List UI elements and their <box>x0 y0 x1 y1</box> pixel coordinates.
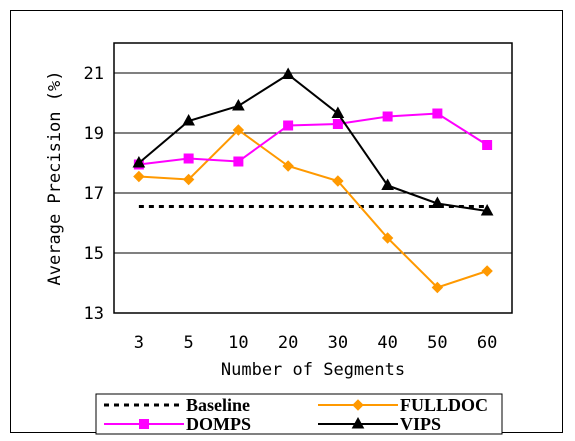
data-point-fulldoc <box>381 232 394 244</box>
legend-item-vips: VIPS <box>318 414 441 434</box>
data-point-domps <box>432 108 443 119</box>
x-axis-title: Number of Segments <box>221 360 405 380</box>
data-point-vips <box>381 178 394 190</box>
data-point-vips <box>281 67 295 79</box>
y-tick-label: 15 <box>84 244 104 264</box>
data-point-fulldoc <box>282 160 294 172</box>
plot-area <box>113 42 513 314</box>
data-point-vips <box>431 196 444 208</box>
x-tick-label: 60 <box>477 333 497 353</box>
x-tick-label: 3 <box>134 333 144 353</box>
y-tick-label: 21 <box>84 64 104 84</box>
data-point-fulldoc <box>133 170 145 183</box>
legend-marker <box>139 419 149 429</box>
data-point-fulldoc <box>232 124 245 136</box>
x-tick-label: 20 <box>278 333 298 353</box>
data-point-vips <box>132 155 146 168</box>
x-tick-label: 10 <box>228 333 248 353</box>
legend: Baseline FULLDOC DOMPS VIPS <box>95 393 503 435</box>
x-tick-label: 30 <box>328 333 348 353</box>
data-point-fulldoc <box>431 281 444 294</box>
data-point-fulldoc <box>332 175 344 187</box>
legend-marker <box>352 399 364 411</box>
grid-lines <box>114 72 512 254</box>
series-line-fulldoc <box>138 128 488 289</box>
data-point-vips <box>480 203 494 216</box>
legend-marker <box>351 416 365 429</box>
series-vips <box>132 67 494 216</box>
chart-frame <box>10 10 563 433</box>
data-point-domps <box>233 156 244 167</box>
y-tick-label: 19 <box>84 124 104 144</box>
series-line-domps <box>138 112 488 166</box>
data-point-vips <box>331 106 345 118</box>
legend-label: DOMPS <box>186 414 251 434</box>
legend-box <box>95 393 503 435</box>
series-line-vips <box>138 73 488 212</box>
legend-item-fulldoc: FULLDOC <box>318 395 488 415</box>
legend-item-baseline: Baseline <box>104 395 250 415</box>
y-tick-label: 17 <box>84 184 104 204</box>
series-fulldoc <box>133 124 493 294</box>
y-tick-labels: 13 15 17 19 21 <box>84 64 104 324</box>
data-point-vips <box>182 113 195 126</box>
legend-label: VIPS <box>400 414 441 434</box>
data-point-domps <box>382 111 393 122</box>
data-point-vips <box>232 98 245 111</box>
y-tick-label: 13 <box>84 304 104 324</box>
x-tick-label: 40 <box>377 333 397 353</box>
data-point-fulldoc <box>182 173 195 186</box>
x-tick-label: 5 <box>184 333 194 353</box>
x-tick-labels: 3 5 10 20 30 40 50 60 <box>134 333 498 353</box>
data-point-domps <box>332 119 343 129</box>
legend-item-domps: DOMPS <box>104 414 251 434</box>
y-axis-title: Average Precision (%) <box>45 71 65 286</box>
data-point-domps <box>482 140 493 150</box>
x-tick-label: 50 <box>427 333 447 353</box>
data-point-domps <box>183 153 194 164</box>
legend-label: FULLDOC <box>400 395 488 415</box>
data-point-domps <box>283 120 294 131</box>
data-point-fulldoc <box>481 265 493 277</box>
legend-label: Baseline <box>186 395 250 415</box>
series-lines <box>132 67 494 294</box>
